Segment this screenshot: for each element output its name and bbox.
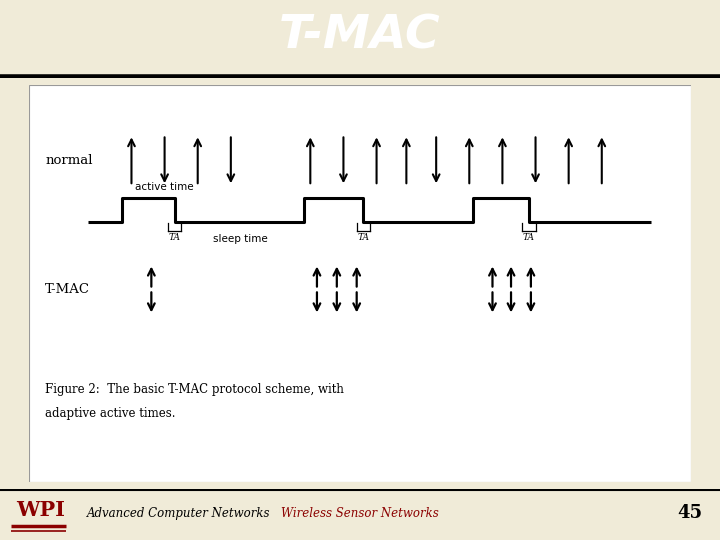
Text: TA: TA — [523, 233, 535, 241]
Text: 45: 45 — [677, 504, 702, 522]
Text: Figure 2:  The basic T-MAC protocol scheme, with: Figure 2: The basic T-MAC protocol schem… — [45, 383, 344, 396]
Text: WPI: WPI — [16, 500, 65, 520]
Text: sleep time: sleep time — [213, 234, 268, 244]
Text: adaptive active times.: adaptive active times. — [45, 407, 176, 420]
Text: T-MAC: T-MAC — [45, 283, 91, 296]
Text: Advanced Computer Networks: Advanced Computer Networks — [86, 507, 270, 520]
Text: TA: TA — [168, 233, 181, 241]
Text: normal: normal — [45, 154, 93, 167]
Text: active time: active time — [135, 182, 194, 192]
Text: T-MAC: T-MAC — [279, 14, 441, 58]
Text: Wireless Sensor Networks: Wireless Sensor Networks — [281, 507, 439, 520]
FancyBboxPatch shape — [29, 85, 691, 482]
Text: TA: TA — [357, 233, 369, 241]
